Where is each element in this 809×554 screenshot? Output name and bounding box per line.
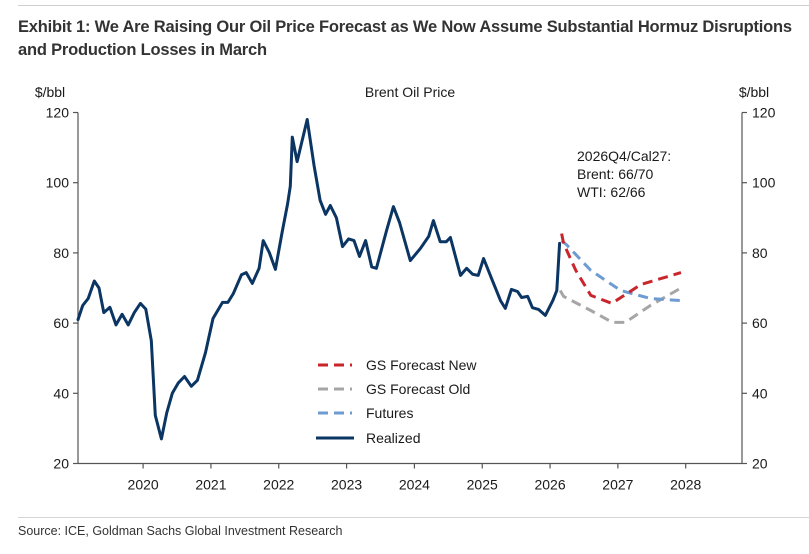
legend-label-gs-forecast-new: GS Forecast New <box>366 357 477 373</box>
series-line-futures <box>560 239 682 303</box>
y-tick-label-left: 80 <box>53 245 69 261</box>
series-line-gs-forecast-new <box>560 233 682 305</box>
x-tick-label: 2026 <box>534 477 565 493</box>
y-tick-label-right: 60 <box>752 315 768 331</box>
y-tick-label-right: 40 <box>752 385 768 401</box>
x-tick-label: 2023 <box>331 477 362 493</box>
x-tick-label: 2028 <box>670 477 701 493</box>
legend-item-gs-forecast-new: GS Forecast New <box>318 357 477 373</box>
y-tick-label-left: 40 <box>53 385 69 401</box>
forecast-annotation: 2026Q4/Cal27: Brent: 66/70 WTI: 62/66 <box>577 148 671 200</box>
annotation-line-1: 2026Q4/Cal27: <box>577 148 671 164</box>
series-line-realized <box>76 118 562 441</box>
y-tick-label-right: 80 <box>752 245 768 261</box>
series-line-gs-forecast-old <box>558 286 682 324</box>
annotation-line-2: Brent: 66/70 <box>577 166 653 182</box>
legend: GS Forecast New GS Forecast Old Futures … <box>316 357 477 446</box>
legend-label-realized: Realized <box>366 430 420 446</box>
source-note: Source: ICE, Goldman Sachs Global Invest… <box>18 524 343 538</box>
y-tick-label-right: 100 <box>752 175 776 191</box>
y-axis-label-left: $/bbl <box>35 84 65 100</box>
exhibit-title: Exhibit 1: We Are Raising Our Oil Price … <box>18 18 792 59</box>
x-tick-label: 2025 <box>467 477 498 493</box>
y-axis-label-right: $/bbl <box>739 84 769 100</box>
legend-item-realized: Realized <box>316 430 420 446</box>
y-tick-label-left: 60 <box>53 315 69 331</box>
chart-title: Brent Oil Price <box>365 84 455 100</box>
x-tick-label: 2027 <box>602 477 633 493</box>
series-layer <box>76 118 682 441</box>
x-tick-label: 2024 <box>399 477 430 493</box>
bottom-divider <box>18 517 809 518</box>
y-tick-label-left: 100 <box>46 175 70 191</box>
y-tick-label-right: 120 <box>752 105 776 121</box>
legend-item-futures: Futures <box>318 405 413 421</box>
legend-label-gs-forecast-old: GS Forecast Old <box>366 381 470 397</box>
annotation-line-3: WTI: 62/66 <box>577 184 646 200</box>
top-divider <box>18 5 809 6</box>
x-tick-label: 2021 <box>195 477 226 493</box>
legend-label-futures: Futures <box>366 405 413 421</box>
x-tick-label: 2020 <box>128 477 159 493</box>
legend-item-gs-forecast-old: GS Forecast Old <box>318 381 470 397</box>
y-tick-label-left: 20 <box>53 456 69 472</box>
x-tick-label: 2022 <box>263 477 294 493</box>
y-tick-label-right: 20 <box>752 456 768 472</box>
y-tick-label-left: 120 <box>46 105 70 121</box>
